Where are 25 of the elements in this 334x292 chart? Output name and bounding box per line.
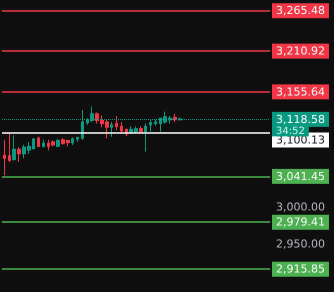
ref-line-label: 3,041.45 [276,170,325,183]
candlestick [17,146,21,162]
ref-line-label: 3,265.48 [276,4,325,18]
candlestick [76,136,79,142]
ref-line-label: 2,915.85 [276,262,325,276]
candlestick [37,136,40,148]
candlestick [139,126,143,133]
candlestick [115,116,118,131]
candlestick [110,121,113,138]
candlestick [120,121,123,134]
text: 34:52 [276,126,305,137]
candlestick [42,139,45,148]
ref-line-label: 2,979.41 [276,216,325,229]
candlestick [8,132,11,162]
ref-line-label: 3,155.64 [276,85,325,98]
candlestick [3,139,6,176]
ref-line-label: 3,210.92 [276,44,325,58]
y-tick-label: 2,950.00 [276,237,325,250]
candlestick [51,140,55,147]
candlestick [56,138,60,147]
candlestick [144,122,147,152]
ref-line-label: 3,118.58 [276,112,325,126]
y-tick-label: 3,000.00 [276,200,325,214]
candlestick [12,134,16,161]
candlestick [71,137,74,146]
